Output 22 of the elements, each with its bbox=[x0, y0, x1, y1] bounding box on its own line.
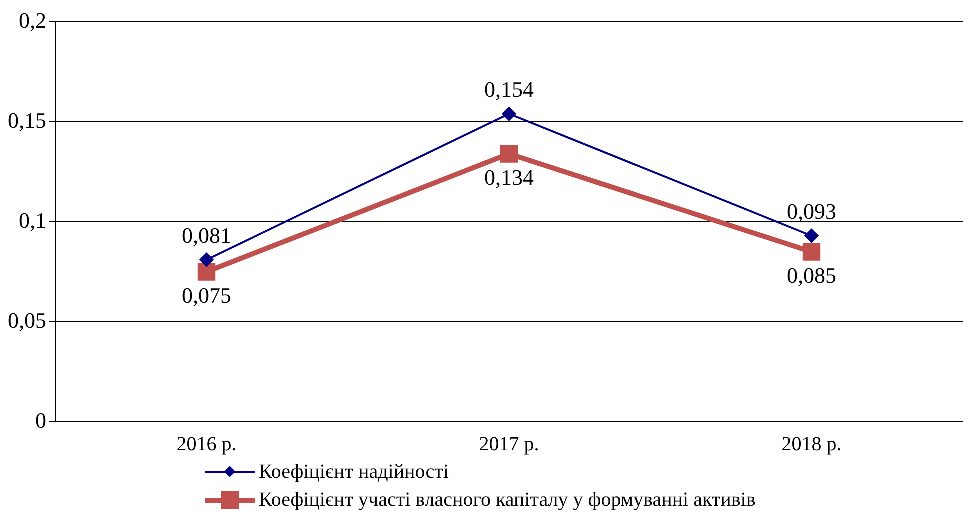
point bbox=[500, 145, 518, 163]
data-label: 0,093 bbox=[787, 198, 836, 224]
data-label: 0,134 bbox=[484, 164, 534, 190]
legend-label: Коефіцієнт участі власного капіталу у формуванні активів bbox=[259, 488, 756, 513]
x-tick-label: 2017 р. bbox=[479, 433, 540, 456]
x-tick-label: 2018 р. bbox=[782, 433, 842, 456]
data-label: 0,081 bbox=[182, 222, 232, 248]
y-tick-label: 0 bbox=[36, 408, 46, 433]
y-tick-label: 0,05 bbox=[8, 308, 46, 333]
legend-label: Коефіцієнт надійності bbox=[259, 460, 449, 485]
point bbox=[802, 243, 821, 261]
y-tick-label: 0,2 bbox=[19, 8, 46, 33]
point bbox=[502, 107, 516, 121]
y-tick-label: 0,15 bbox=[8, 108, 46, 133]
data-label: 0,154 bbox=[484, 76, 534, 102]
data-label: 0,085 bbox=[787, 262, 836, 288]
x-tick-label: 2016 р. bbox=[176, 433, 237, 456]
y-tick-label: 0,1 bbox=[19, 208, 46, 233]
point bbox=[804, 229, 819, 243]
point bbox=[200, 253, 214, 267]
data-label: 0,075 bbox=[182, 282, 232, 308]
point bbox=[198, 263, 216, 281]
